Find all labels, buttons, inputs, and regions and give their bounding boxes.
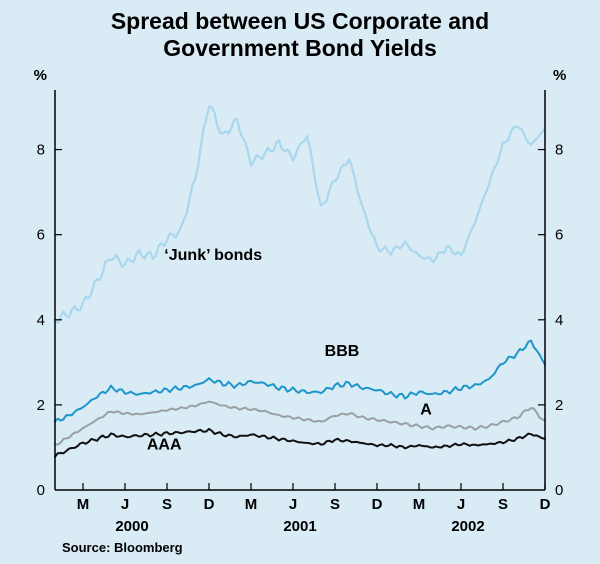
y-tick-label-right: 2 [555, 397, 563, 414]
x-tick-label: S [330, 496, 340, 513]
series-line-bbb [54, 339, 546, 423]
y-tick-label-right: 6 [555, 227, 563, 244]
series-line-a [54, 400, 546, 446]
y-tick-label-left: 4 [37, 312, 45, 329]
y-tick-label-left: 2 [37, 397, 45, 414]
x-tick-label: S [498, 496, 508, 513]
x-tick-label: M [245, 496, 258, 513]
y-unit-label-right: % [553, 68, 566, 84]
x-tick-label: J [457, 496, 465, 513]
series-line-aaa [54, 427, 546, 458]
year-label: 2000 [115, 518, 148, 535]
y-tick-label-right: 4 [555, 312, 563, 329]
y-unit-label-left: % [34, 68, 47, 84]
source-note: Source: Bloomberg [62, 540, 183, 555]
x-tick-label: J [289, 496, 297, 513]
chart-title: Spread between US Corporate and Governme… [0, 8, 600, 62]
x-tick-label: D [372, 496, 383, 513]
year-label: 2002 [451, 518, 484, 535]
x-tick-label: J [121, 496, 129, 513]
y-tick-label-left: 0 [37, 482, 45, 499]
annotation-a: A [420, 401, 432, 418]
x-tick-label: D [540, 496, 551, 513]
y-tick-label-left: 6 [37, 227, 45, 244]
y-tick-label-left: 8 [37, 142, 45, 159]
series-line-junk-bonds [53, 105, 547, 324]
annotation-bbb: BBB [325, 343, 360, 360]
annotation-aaa: AAA [147, 437, 182, 454]
bond-spread-chart: % % 0 0 2 2 4 4 6 6 8 8 M J S D M J S D M J S D 2000 2001 2002 ‘Jun… [34, 68, 567, 535]
year-label: 2001 [283, 518, 316, 535]
x-tick-label: M [77, 496, 90, 513]
x-tick-label: D [204, 496, 215, 513]
y-tick-label-right: 8 [555, 142, 563, 159]
y-tick-label-right: 0 [555, 482, 563, 499]
x-tick-label: S [162, 496, 172, 513]
chart-title-line2: Government Bond Yields [163, 35, 437, 62]
x-tick-label: M [413, 496, 426, 513]
annotation-junk-bonds: ‘Junk’ bonds [164, 247, 262, 264]
chart-title-line1: Spread between US Corporate and [110, 8, 490, 34]
